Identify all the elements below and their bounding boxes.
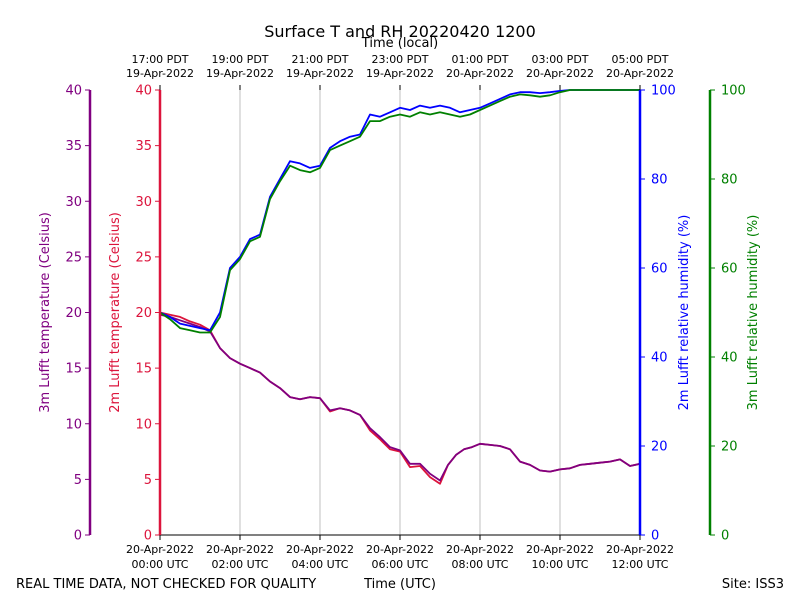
y-tick-label-rh2: 20 <box>651 440 668 455</box>
y-tick-label-rh2: 60 <box>651 262 668 277</box>
series-line-3m-lufft-relative-humidity <box>159 89 640 334</box>
x-tick-label-bottom-date: 20-Apr-2022 <box>126 543 194 556</box>
y-axis-label-t2: 2m Lufft temperature (Celsius) <box>108 212 123 413</box>
x-tick-label-top-time: 05:00 PDT <box>611 53 668 66</box>
x-tick-label-bottom-date: 20-Apr-2022 <box>206 543 274 556</box>
x-tick-label-top-date: 20-Apr-2022 <box>446 67 514 80</box>
x-tick-label-bottom-time: 06:00 UTC <box>371 558 428 571</box>
footer-site: Site: ISS3 <box>722 577 784 592</box>
y-tick-label-rh3: 80 <box>721 173 738 188</box>
y-tick-label-t2: 40 <box>135 84 152 99</box>
y-tick-label-rh2: 80 <box>651 173 668 188</box>
y-tick-label-rh2: 40 <box>651 351 668 366</box>
x-tick-label-bottom-date: 20-Apr-2022 <box>286 543 354 556</box>
series-line-2m-lufft-relative-humidity <box>159 89 640 332</box>
y-tick-label-t3: 30 <box>65 195 82 210</box>
y-tick-label-t3: 5 <box>74 473 82 488</box>
y-tick-label-t3: 0 <box>74 529 82 544</box>
y-tick-label-t2: 20 <box>135 306 152 321</box>
x-tick-label-top-date: 19-Apr-2022 <box>126 67 194 80</box>
chart-title: Surface T and RH 20220420 1200 <box>264 22 536 41</box>
x-tick-label-bottom-date: 20-Apr-2022 <box>446 543 514 556</box>
x-tick-label-bottom-time: 02:00 UTC <box>211 558 268 571</box>
y-tick-label-t2: 30 <box>135 195 152 210</box>
top-axis-label: Time (local) <box>361 36 438 51</box>
y-tick-label-t2: 25 <box>135 250 152 265</box>
y-tick-label-rh3: 0 <box>721 529 729 544</box>
x-tick-label-top-date: 19-Apr-2022 <box>366 67 434 80</box>
x-tick-label-bottom-time: 12:00 UTC <box>611 558 668 571</box>
x-tick-label-top-time: 03:00 PDT <box>531 53 588 66</box>
y-tick-label-rh2: 0 <box>651 529 659 544</box>
x-tick-label-bottom-date: 20-Apr-2022 <box>366 543 434 556</box>
y-tick-label-t2: 35 <box>135 139 152 154</box>
x-tick-label-bottom-date: 20-Apr-2022 <box>606 543 674 556</box>
x-tick-label-bottom-time: 04:00 UTC <box>291 558 348 571</box>
x-tick-label-bottom-date: 20-Apr-2022 <box>526 543 594 556</box>
y-tick-label-t3: 35 <box>65 139 82 154</box>
x-axis-label: Time (UTC) <box>363 577 436 592</box>
y-tick-label-t2: 15 <box>135 362 152 377</box>
x-tick-label-bottom-time: 10:00 UTC <box>531 558 588 571</box>
y-tick-label-t3: 40 <box>65 84 82 99</box>
y-tick-label-t3: 25 <box>65 250 82 265</box>
series-lines <box>159 89 641 485</box>
y-tick-label-t3: 10 <box>65 417 82 432</box>
y-axis-label-rh2: 2m Lufft relative humidity (%) <box>677 215 692 411</box>
y-tick-label-rh3: 20 <box>721 440 738 455</box>
x-tick-label-top-date: 20-Apr-2022 <box>526 67 594 80</box>
x-tick-label-top-date: 20-Apr-2022 <box>606 67 674 80</box>
y-axis-label-t3: 3m Lufft temperature (Celsius) <box>38 212 53 413</box>
x-tick-label-bottom-time: 08:00 UTC <box>451 558 508 571</box>
y-tick-label-rh3: 60 <box>721 262 738 277</box>
y-axis-label-rh3: 3m Lufft relative humidity (%) <box>746 215 761 411</box>
x-tick-label-top-time: 01:00 PDT <box>451 53 508 66</box>
y-tick-label-rh3: 40 <box>721 351 738 366</box>
y-tick-label-t2: 5 <box>144 473 152 488</box>
x-tick-label-top-time: 17:00 PDT <box>131 53 188 66</box>
x-tick-label-bottom-time: 00:00 UTC <box>131 558 188 571</box>
x-tick-label-top-time: 21:00 PDT <box>291 53 348 66</box>
y-tick-label-t2: 0 <box>144 529 152 544</box>
x-tick-label-top-date: 19-Apr-2022 <box>286 67 354 80</box>
x-tick-label-top-time: 19:00 PDT <box>211 53 268 66</box>
y-tick-label-t2: 10 <box>135 417 152 432</box>
y-tick-label-t3: 20 <box>65 306 82 321</box>
time-axes: 20-Apr-2022 00:00 UTC 20-Apr-2022 02:00 UTC… <box>126 53 674 571</box>
y-tick-label-rh3: 100 <box>721 84 746 99</box>
y-tick-label-t3: 15 <box>65 362 82 377</box>
y-tick-label-rh2: 100 <box>651 84 676 99</box>
footer-disclaimer: REAL TIME DATA, NOT CHECKED FOR QUALITY <box>16 577 316 592</box>
x-tick-label-top-date: 19-Apr-2022 <box>206 67 274 80</box>
series-line-3m-lufft-temperature <box>159 313 641 482</box>
x-tick-label-top-time: 23:00 PDT <box>371 53 428 66</box>
